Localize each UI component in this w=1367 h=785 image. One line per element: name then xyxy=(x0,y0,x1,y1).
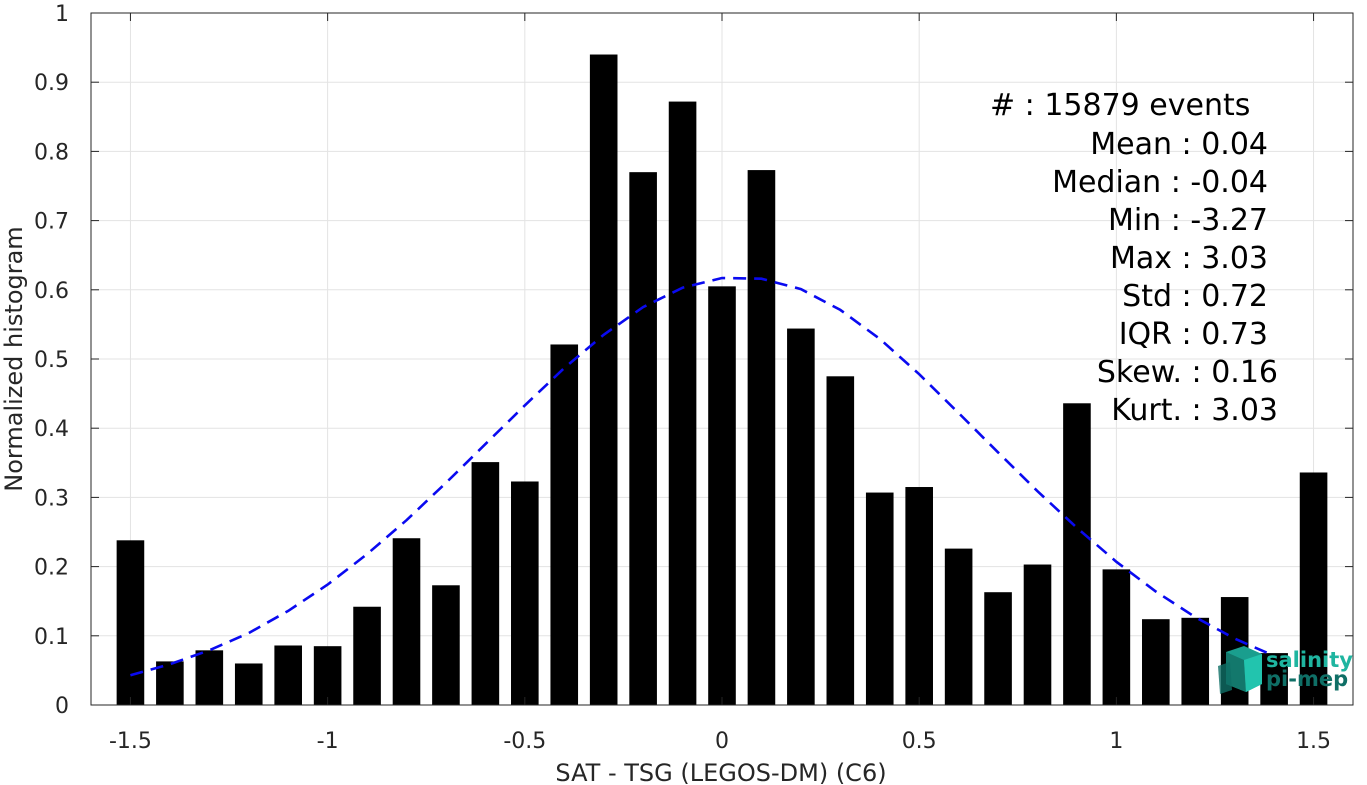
logo-text-salinity: salinity xyxy=(1266,648,1353,672)
y-tick-label: 1 xyxy=(55,2,69,27)
y-axis-label: Normalized histogram xyxy=(0,226,28,491)
stat-skew: Skew. : 0.16 xyxy=(1097,355,1278,390)
stat-kurt: Kurt. : 3.03 xyxy=(1111,393,1278,428)
x-tick-label: 0 xyxy=(715,729,729,754)
logo-text-pi-mep: pi-mep xyxy=(1266,667,1348,691)
histogram-bar xyxy=(471,462,500,705)
histogram-bar xyxy=(156,661,184,705)
y-tick-label: 0.9 xyxy=(34,71,69,96)
y-tick-label: 0.2 xyxy=(34,556,69,581)
y-tick-label: 0.3 xyxy=(34,486,69,511)
histogram-bar xyxy=(1023,564,1052,705)
histogram-bar xyxy=(1299,472,1328,705)
histogram-bar xyxy=(432,585,460,705)
y-tick-label: 0.6 xyxy=(34,279,69,304)
x-tick-label: -1.5 xyxy=(109,729,152,754)
histogram-bar xyxy=(629,172,657,705)
y-tick-label: 0.8 xyxy=(34,140,69,165)
histogram-bar xyxy=(234,663,263,705)
histogram-bar xyxy=(708,286,736,705)
histogram-bar xyxy=(1181,617,1210,705)
histogram-bar xyxy=(747,170,776,706)
histogram-bar xyxy=(944,548,973,705)
x-tick-label: 0.5 xyxy=(902,729,937,754)
x-axis-label: SAT - TSG (LEGOS-DM) (C6) xyxy=(555,759,886,785)
histogram-bar xyxy=(353,606,381,705)
stat-std: Std : 0.72 xyxy=(1122,279,1268,314)
stat-max: Max : 3.03 xyxy=(1110,241,1268,276)
y-tick-label: 0.5 xyxy=(34,348,69,373)
histogram-bar xyxy=(787,328,815,705)
fit-curve xyxy=(130,276,1275,677)
stat-min: Min : -3.27 xyxy=(1108,203,1268,238)
y-tick-label: 0 xyxy=(55,694,69,719)
histogram-bar xyxy=(1102,569,1131,705)
histogram-bar xyxy=(1063,403,1091,705)
x-tick-label: 1.5 xyxy=(1296,729,1331,754)
y-tick-label: 0.4 xyxy=(34,417,69,442)
histogram-bar xyxy=(905,487,933,705)
histogram-bar xyxy=(511,481,539,705)
histogram-bar xyxy=(313,646,342,705)
histogram-bar xyxy=(195,650,224,705)
axis-ticks: -1.5 -1 -0.5 0 0.5 1 1.5 0 0.1 0.2 0.3 0.4 0.5 0.6 0.7… xyxy=(34,2,1353,754)
stat-median: Median : -0.04 xyxy=(1052,165,1268,200)
histogram-bar xyxy=(1142,619,1170,705)
stat-mean: Mean : 0.04 xyxy=(1090,127,1268,162)
x-tick-label: -1 xyxy=(317,729,339,754)
histogram-bar xyxy=(1260,653,1288,705)
histogram-bar xyxy=(826,376,855,705)
x-tick-label: -0.5 xyxy=(503,729,546,754)
histogram-bar xyxy=(274,645,302,705)
y-tick-label: 0.1 xyxy=(34,625,69,650)
stat-iqr: IQR : 0.73 xyxy=(1119,317,1268,352)
histogram-bar xyxy=(865,492,894,705)
logo-cube-icon xyxy=(1218,646,1262,694)
bar-series xyxy=(116,54,1328,706)
x-tick-label: 1 xyxy=(1109,729,1123,754)
stat-events: # : 15879 events xyxy=(990,88,1250,123)
histogram-bar xyxy=(984,592,1012,705)
histogram-bar xyxy=(116,540,145,705)
histogram-bar xyxy=(550,344,579,705)
statistics-box: # : 15879 events Mean : 0.04 Median : -0… xyxy=(990,88,1278,428)
y-tick-label: 0.7 xyxy=(34,210,69,235)
histogram-bar xyxy=(589,54,618,705)
histogram-bar xyxy=(392,538,421,705)
histogram-bar xyxy=(668,101,697,706)
salinity-pi-mep-logo: salinity pi-mep xyxy=(1218,646,1353,694)
